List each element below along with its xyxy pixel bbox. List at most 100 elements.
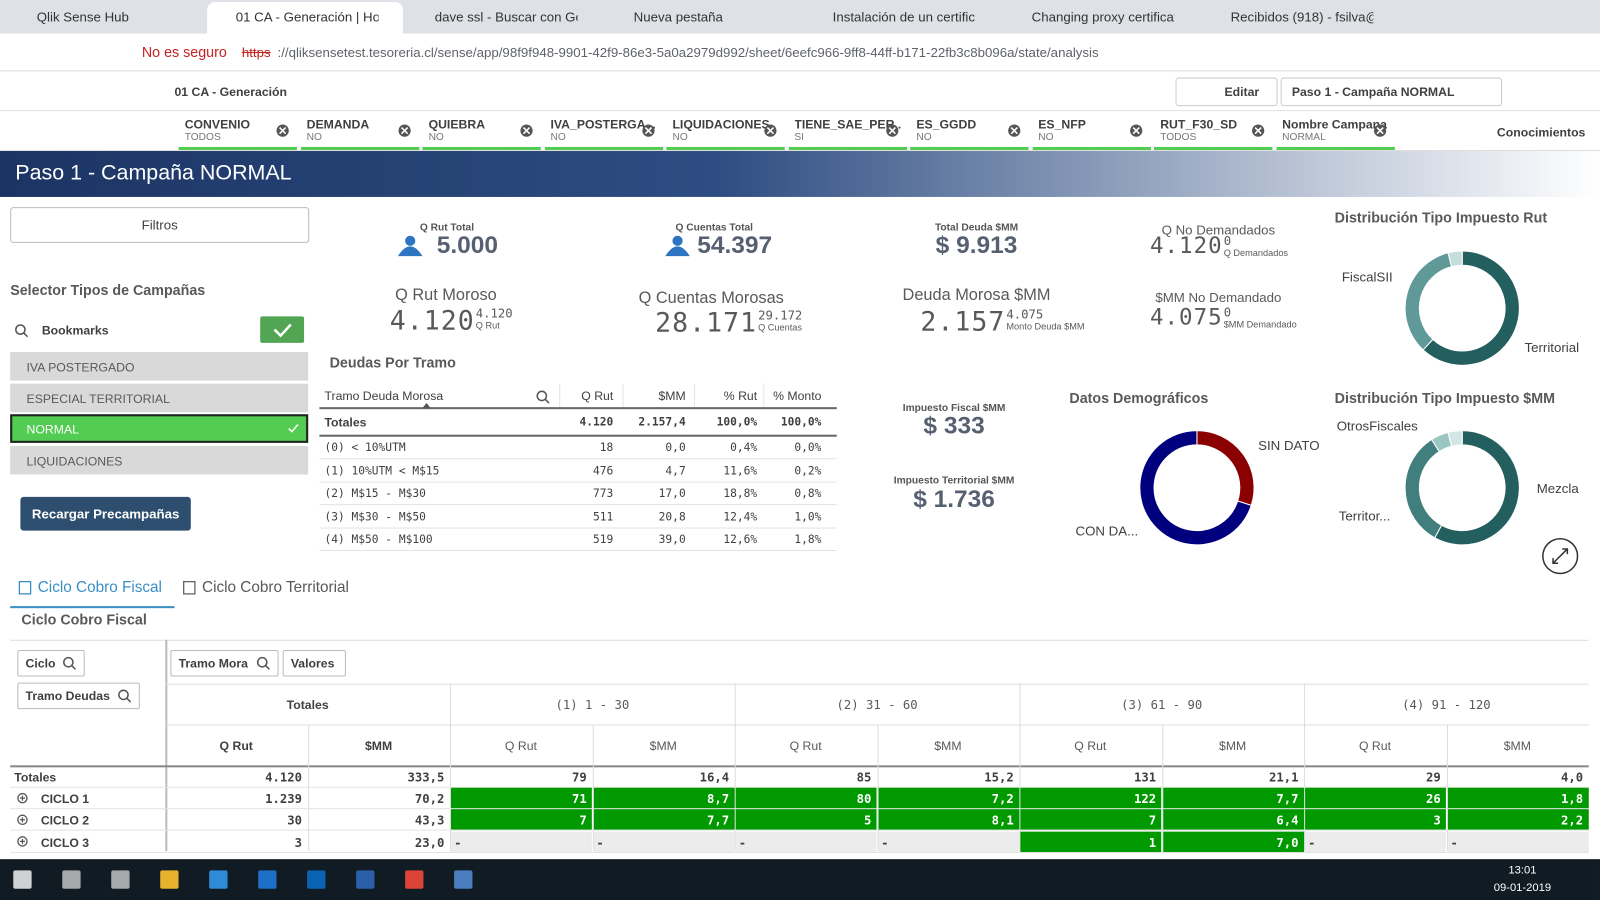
campaign-item[interactable] (10, 352, 309, 381)
chart-title: Distribución Tipo Impuesto $MM (1334, 389, 1556, 407)
filter-value: TODOS (184, 131, 221, 143)
pivot-row-label: Totales (14, 770, 57, 785)
kpi-compare-value: 4.120 (475, 306, 513, 321)
campaign-label: LIQUIDACIONES (26, 453, 123, 468)
pivot-border (10, 639, 1589, 641)
dimension-chip[interactable] (170, 649, 279, 677)
filter-name: IVA_POSTERGA... (550, 117, 656, 132)
pivot-measure-header: Q Rut (1074, 738, 1107, 754)
dimension-chip[interactable] (17, 682, 140, 710)
sheet-tab[interactable]: Ciclo Cobro Fiscal (37, 578, 162, 596)
pivot-cell: 7,7 (1276, 792, 1299, 807)
dimension-chip[interactable] (17, 649, 85, 677)
pivot-cell: 43,3 (414, 813, 445, 828)
kpi-value: 4.120 (1149, 233, 1223, 260)
reload-button[interactable]: Recargar Precampañas (20, 496, 191, 531)
table-total-cell: 2.157,4 (638, 415, 686, 429)
edit-label: Editar (1224, 84, 1260, 99)
donut-slice (1404, 438, 1443, 539)
table-cell: 1,8% (794, 533, 822, 547)
table-row-line (319, 527, 837, 529)
filter-name: CONVENIO (184, 117, 251, 132)
pivot-cell-bg (593, 787, 735, 809)
filter-name: Nombre Campana (1282, 117, 1387, 132)
dimension-label: Tramo Deudas (25, 688, 110, 704)
pivot-group-header: (3) 61 - 90 (1121, 697, 1203, 713)
filter-pill[interactable] (1154, 113, 1273, 150)
pivot-cell: 85 (856, 770, 872, 785)
table-cell: 18 (599, 440, 614, 455)
pivot-cell: - (881, 835, 889, 850)
pivot-row-line (10, 808, 1589, 810)
kpi-side: 4.120 Q Rut (476, 306, 513, 330)
kpi-label: Q Rut Total (419, 222, 475, 234)
dimension-chip[interactable] (282, 649, 346, 677)
pivot-cell: 79 (571, 770, 587, 785)
table-cell: 0,2% (794, 463, 822, 478)
sheet-tab[interactable]: Ciclo Cobro Territorial (202, 578, 349, 596)
filter-value: TODOS (1160, 131, 1197, 143)
kpi-compare-value: 4.075 (1006, 307, 1044, 322)
kpi-compare-label: Q Cuentas (758, 322, 802, 333)
table-cell: 773 (592, 486, 614, 501)
sheet-selector[interactable] (1280, 77, 1503, 107)
pivot-group-header: Totales (286, 697, 329, 713)
kpi-compare-label: Monto Deuda $MM (1006, 321, 1085, 332)
pivot-cell: 7 (1148, 813, 1157, 828)
address-bar (0, 33, 1600, 72)
table-col-sep (622, 383, 624, 408)
filters-button[interactable]: Filtros (10, 207, 310, 243)
kpi-label: Q No Demandados (1161, 222, 1276, 238)
table-cell: 4,7 (665, 463, 686, 478)
table-cell: 18,8% (723, 486, 758, 501)
pivot-cell: 2,2 (1561, 813, 1584, 828)
pivot-row-line (10, 786, 1589, 788)
table-header: % Monto (773, 388, 822, 404)
pivot-cell: 5 (864, 813, 872, 828)
tab[interactable] (207, 2, 404, 34)
kpi-value-group: 28.171 29.172 Q Cuentas (655, 308, 802, 349)
filter-pill[interactable] (1032, 113, 1151, 150)
security-label: No es seguro (141, 43, 227, 61)
pivot-sep (165, 639, 168, 852)
tab-title: Instalación de un certific (832, 9, 975, 25)
pivot-cell-bg (1305, 809, 1446, 830)
campaign-label: ESPECIAL TERRITORIAL (26, 391, 170, 406)
pivot-cell: - (454, 835, 462, 850)
edit-button[interactable] (1175, 77, 1278, 107)
table-row-line (319, 504, 837, 506)
pivot-cell: 3 (1433, 813, 1441, 828)
pivot-cell: 8,7 (706, 792, 730, 807)
pivot-cell: 23,0 (414, 835, 445, 850)
campaign-item[interactable] (10, 414, 309, 443)
pivot-cell-bg (1162, 831, 1304, 852)
selector-title: Selector Tipos de Campañas (10, 281, 206, 298)
insights[interactable]: Conocimientos (1496, 125, 1586, 140)
table-title: Deudas Por Tramo (329, 354, 456, 371)
table-col-sep (559, 383, 561, 408)
pivot-cell: 21,1 (1268, 770, 1299, 785)
url: ://qliksensetest.tesoreria.cl/sense/app/… (277, 44, 1099, 61)
pivot-row-label: CICLO 3 (40, 835, 90, 850)
kpi-compare-label: Q Rut (475, 320, 500, 331)
bookmarks[interactable]: Bookmarks (41, 323, 109, 338)
table-total-cell: Totales (324, 415, 367, 430)
kpi-label: $MM No Demandado (1155, 289, 1282, 306)
table-cell: 0,0 (665, 440, 686, 455)
table-col-sep (693, 383, 695, 408)
pivot-cell: 70,2 (414, 792, 445, 807)
filter-value: NO (306, 131, 322, 143)
campaign-item[interactable] (10, 383, 309, 412)
pivot-measure-header: $MM (1503, 738, 1531, 754)
filter-name: ES_GGDD (916, 117, 977, 132)
pivot-cell: 7 (579, 813, 587, 828)
table-cell: 17,0 (658, 486, 686, 501)
table-total-cell: 100,0% (780, 415, 822, 429)
table-col-sep (763, 383, 765, 408)
campaign-item[interactable] (10, 445, 309, 474)
table-row-line (319, 481, 837, 483)
table-header: Tramo Deuda Morosa (324, 388, 444, 404)
